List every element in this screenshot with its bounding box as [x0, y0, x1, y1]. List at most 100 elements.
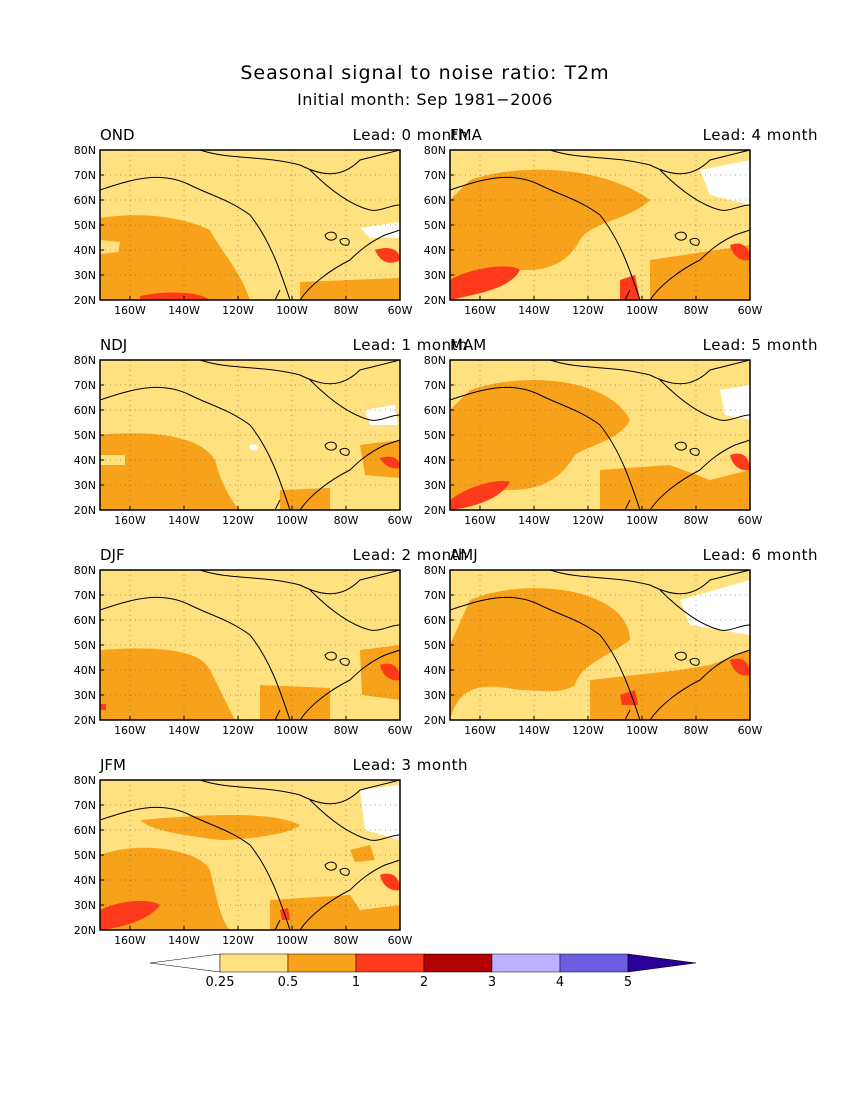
signal-to-noise-contour [100, 648, 235, 720]
coastline [449, 359, 751, 511]
lat-tick-label: 70N [74, 799, 96, 812]
lat-tick-label: 70N [74, 379, 96, 392]
lon-tick-label: 140W [168, 934, 200, 947]
lon-tick-label: 100W [276, 934, 308, 947]
signal-to-noise-contour [730, 453, 750, 471]
lat-tick-label: 20N [74, 504, 96, 517]
lat-tick-label: 30N [424, 689, 446, 702]
panel-season-label: AMJ [450, 546, 478, 564]
map-panel-ndj: NDJ Lead: 1 month 80N 70N 60N 50N 40N 30N 20N 1… [74, 336, 480, 536]
lat-tick-label: 80N [74, 774, 96, 787]
signal-to-noise-contour [450, 588, 630, 720]
lat-tick-label: 40N [74, 874, 96, 887]
panel-season-label: NDJ [100, 336, 128, 354]
lat-tick-label: 50N [74, 429, 96, 442]
lat-tick-label: 80N [424, 144, 446, 157]
signal-to-noise-contour [360, 645, 400, 700]
colorbar-segment [287, 953, 357, 973]
signal-to-noise-contour [260, 685, 330, 720]
colorbar-segment [219, 953, 289, 973]
signal-to-noise-contour [100, 240, 120, 254]
signal-to-noise-contour [720, 385, 750, 420]
lat-tick-label: 70N [424, 169, 446, 182]
map-area [99, 359, 401, 511]
lon-tick-label: 120W [572, 724, 604, 737]
signal-to-noise-contour [140, 815, 300, 840]
panel-lead-label: Lead: 3 month [352, 756, 468, 774]
lon-tick-label: 160W [114, 304, 146, 317]
lat-tick-label: 70N [74, 169, 96, 182]
lat-tick-label: 60N [424, 614, 446, 627]
lat-tick-label: 60N [74, 824, 96, 837]
lat-tick-label: 40N [74, 454, 96, 467]
lat-tick-label: 50N [74, 219, 96, 232]
great-lakes [324, 651, 350, 666]
great-lakes [674, 651, 700, 666]
panel-lead-label: Lead: 1 month [352, 336, 468, 354]
colorbar-low-arrow [150, 953, 221, 973]
figure-title: Seasonal signal to noise ratio: T2m [240, 62, 610, 84]
signal-to-noise-contour [730, 658, 750, 676]
signal-to-noise-contour [600, 465, 750, 510]
map-svg: 80N 70N 60N 50N 40N 30N 20N 160W 140W 120W 100W 80W… [74, 354, 413, 527]
lon-tick-label: 100W [626, 514, 658, 527]
lat-tick-label: 70N [424, 379, 446, 392]
great-lakes [674, 441, 700, 456]
coastline [99, 149, 401, 301]
lat-tick-label: 80N [74, 354, 96, 367]
map-panel-djf: DJF Lead: 2 month 80N 70N 60N 50N 40N 30N 20N 1… [74, 546, 480, 746]
colorbar-level-label: 0.25 [206, 975, 235, 990]
lon-tick-label: 140W [518, 514, 550, 527]
coastline [99, 779, 401, 931]
signal-to-noise-contour [249, 444, 258, 451]
lat-tick-label: 50N [424, 639, 446, 652]
lon-tick-label: 80W [334, 514, 359, 527]
signal-to-noise-contour [360, 440, 400, 478]
map-svg: 80N 70N 60N 50N 40N 30N 20N 160W 140W 120W 100W 80W… [424, 144, 763, 317]
lat-tick-label: 30N [74, 899, 96, 912]
lat-tick-label: 50N [424, 429, 446, 442]
lat-tick-label: 40N [424, 244, 446, 257]
signal-to-noise-contour [280, 488, 330, 510]
map-panel-jfm: JFM Lead: 3 month 80N 70N 60N 50N 40N 30N 20N 1… [74, 756, 480, 956]
map-svg: 80N 70N 60N 50N 40N 30N 20N 160W 140W 120W 100W 80W… [424, 564, 763, 737]
lat-tick-label: 30N [424, 479, 446, 492]
lat-tick-label: 40N [74, 664, 96, 677]
lat-tick-label: 30N [74, 479, 96, 492]
lat-tick-label: 20N [74, 714, 96, 727]
signal-to-noise-contour [140, 292, 210, 300]
map-svg: 80N 70N 60N 50N 40N 30N 20N 160W 140W 120W 100W 80W… [424, 354, 763, 527]
lon-tick-label: 160W [464, 724, 496, 737]
lon-tick-label: 160W [114, 514, 146, 527]
lat-tick-label: 50N [424, 219, 446, 232]
lat-tick-label: 80N [74, 564, 96, 577]
panel-lead-label: Lead: 5 month [702, 336, 818, 354]
signal-to-noise-contour [650, 245, 750, 300]
lat-tick-label: 50N [74, 639, 96, 652]
lon-tick-label: 140W [168, 514, 200, 527]
lat-tick-label: 20N [424, 504, 446, 517]
lat-tick-label: 40N [74, 244, 96, 257]
lat-tick-label: 60N [74, 194, 96, 207]
lon-tick-label: 100W [626, 304, 658, 317]
signal-to-noise-contour [730, 243, 750, 261]
colorbar-level-label: 0.5 [278, 975, 299, 990]
figure-subtitle: Initial month: Sep 1981−2006 [297, 90, 553, 109]
map-area [449, 149, 751, 301]
lon-tick-label: 120W [222, 304, 254, 317]
colorbar-segment [423, 953, 493, 973]
map-svg: 80N 70N 60N 50N 40N 30N 20N 160W 140W 120W 100W 80W… [74, 774, 413, 947]
lon-tick-label: 100W [276, 724, 308, 737]
colorbar-level-label: 2 [420, 975, 428, 990]
colorbar-level-label: 3 [488, 975, 496, 990]
map-svg: 80N 70N 60N 50N 40N 30N 20N 160W 140W 120W 100W 80W… [74, 144, 413, 317]
map-panel-ond: OND Lead: 0 month 80N 70N 60N 50N 40N 30N 20N 1… [74, 126, 480, 326]
lat-tick-label: 20N [424, 714, 446, 727]
lon-tick-label: 100W [276, 304, 308, 317]
lat-tick-label: 80N [424, 564, 446, 577]
lon-tick-label: 80W [334, 304, 359, 317]
lat-tick-label: 60N [74, 614, 96, 627]
lon-tick-label: 120W [572, 514, 604, 527]
colorbar-level-label: 4 [556, 975, 564, 990]
lon-tick-label: 80W [684, 724, 709, 737]
